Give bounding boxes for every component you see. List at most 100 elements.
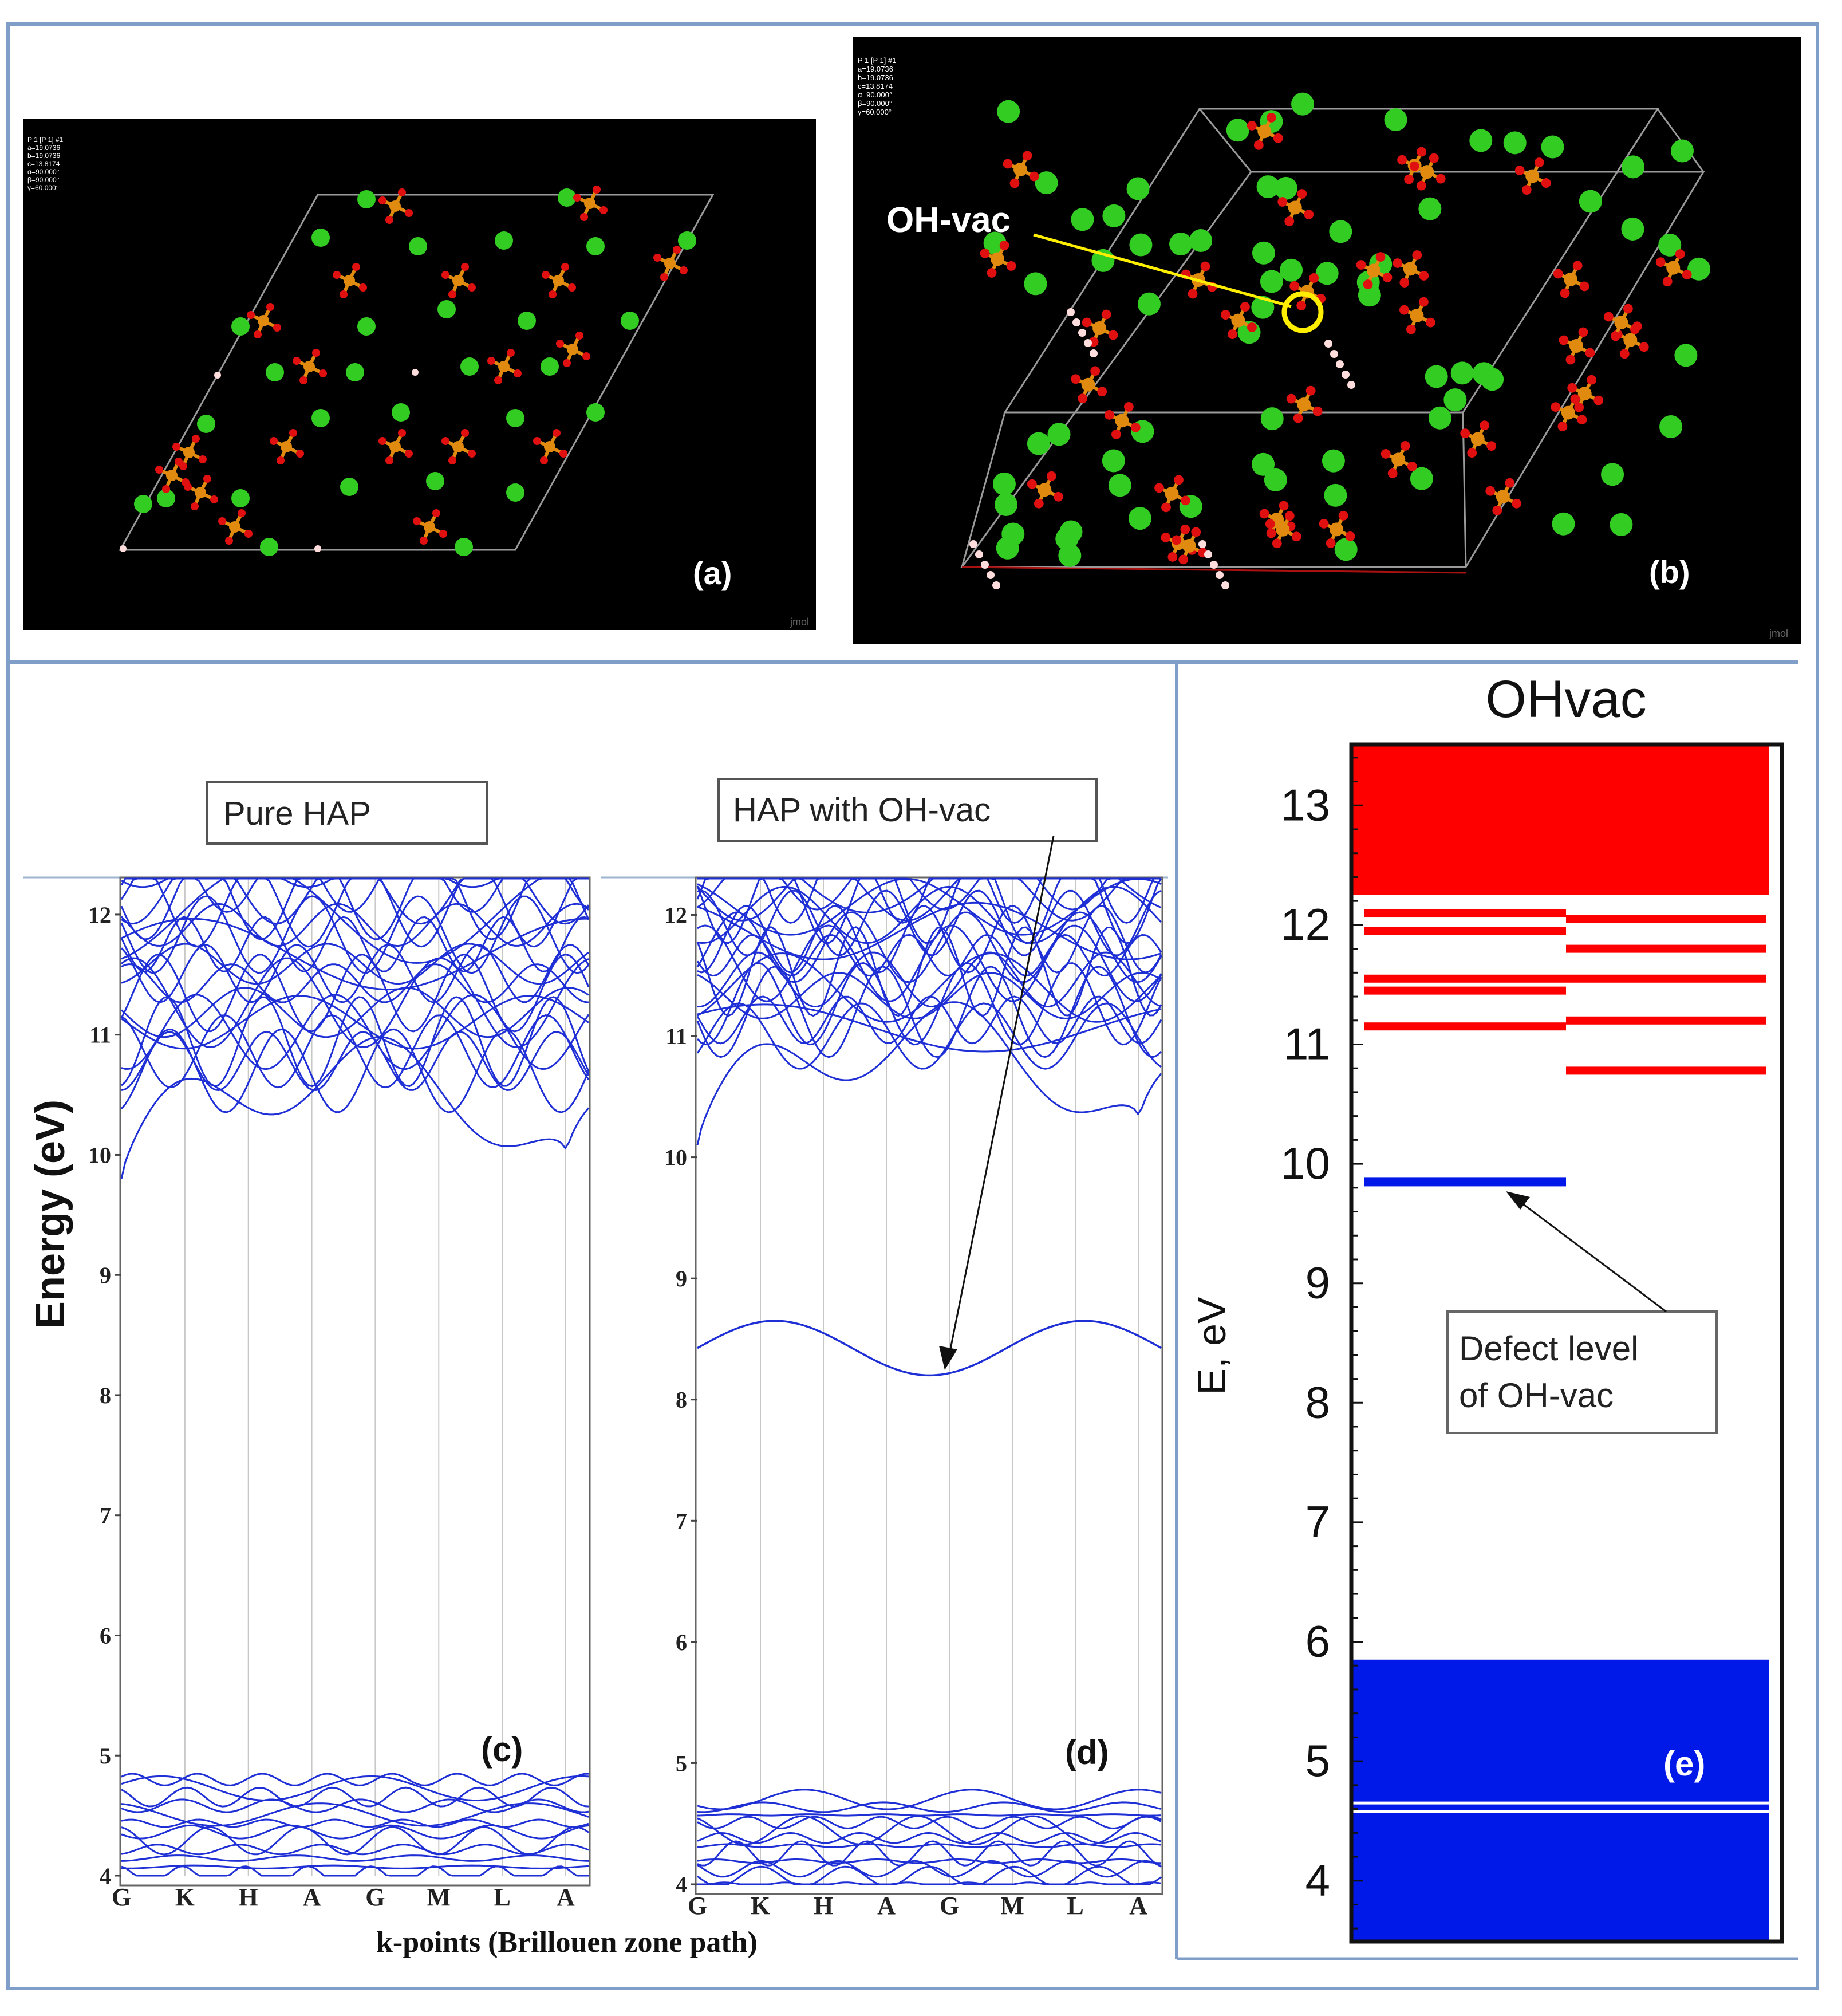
oxygen-atom (1180, 525, 1190, 534)
calcium-atom (586, 237, 605, 255)
energy-band (697, 885, 1162, 944)
panel-d-kpoint-grid (760, 879, 1139, 1884)
oxygen-atom (385, 456, 393, 464)
oxygen-atom (461, 429, 469, 437)
oxygen-atom (273, 324, 281, 332)
oxygen-atom (1097, 387, 1107, 397)
phosphorus-atom (1330, 522, 1344, 537)
calcium-atom (426, 472, 444, 490)
calcium-atom (1450, 361, 1474, 385)
oxygen-atom (1578, 327, 1588, 337)
calcium-atom (1280, 258, 1303, 282)
lattice-parameter-line: γ=60.000° (27, 184, 59, 192)
cell-edge (961, 412, 1006, 568)
defect-level-annotation-box (1446, 1310, 1718, 1434)
oxygen-atom (1560, 288, 1570, 298)
oxygen-atom (1003, 159, 1013, 169)
oxygen-atom (593, 186, 601, 194)
calcium-atom (1126, 177, 1150, 200)
energy-band (697, 1881, 1162, 1885)
y-tick-label: 11 (665, 1023, 687, 1049)
kpoint-tick-label: G (688, 1892, 707, 1920)
hydroxyl-chain-atom (1342, 371, 1350, 379)
oxygen-atom (210, 495, 218, 503)
kpoint-tick-label: M (1000, 1892, 1024, 1920)
oxygen-atom (1108, 330, 1118, 340)
oxygen-atom (1284, 216, 1295, 226)
oxygen-atom (277, 456, 285, 464)
oxygen-atom (1416, 180, 1426, 191)
red-level-left (1364, 909, 1566, 918)
oxygen-atom (1551, 402, 1561, 412)
oxygen-atom (1682, 270, 1692, 280)
defect-level (1364, 1177, 1566, 1187)
y-tick-label: 12 (1280, 899, 1330, 950)
oxygen-atom (468, 284, 476, 292)
calcium-atom (1274, 176, 1297, 200)
calcium-atom (1418, 197, 1442, 220)
defect-level-annotation-line2: of OH-vac (1459, 1376, 1614, 1415)
red-level-right (1566, 915, 1766, 923)
phosphorus-atom (166, 470, 178, 481)
kpoint-tick-label: K (175, 1883, 195, 1911)
calcium-atom (1670, 139, 1694, 163)
calcium-atom (1027, 432, 1050, 455)
oxygen-atom (1382, 273, 1393, 282)
oxygen-atom (1289, 281, 1300, 291)
cell-edge (1462, 412, 1467, 568)
oxygen-atom (340, 290, 348, 298)
oxygen-atom (514, 369, 522, 377)
calcium-atom (518, 312, 536, 330)
oxygen-atom (1467, 448, 1477, 458)
oxygen-atom (1399, 278, 1410, 288)
phosphorus-atom (1115, 414, 1129, 428)
oxygen-atom (1200, 261, 1210, 271)
lattice-parameter-line: a=19.0736 (27, 144, 60, 152)
calcium-atom (134, 495, 152, 513)
panel-c-ylabel: Energy (eV) (27, 1100, 73, 1329)
calcium-atom (1071, 208, 1094, 231)
phosphorus-atom (1081, 377, 1095, 392)
oxygen-atom (448, 456, 456, 464)
lattice-parameter-line: b=19.0736 (858, 73, 893, 82)
oxygen-atom (1154, 483, 1164, 493)
calcium-atom (983, 231, 1007, 255)
y-tick-label: 9 (100, 1262, 111, 1288)
calcium-atom (1128, 507, 1151, 530)
oxygen-atom (1534, 158, 1544, 167)
oxygen-atom (1247, 120, 1257, 131)
calcium-atom (1169, 232, 1193, 255)
oxygen-atom (1565, 355, 1576, 365)
oxygen-atom (1356, 260, 1366, 270)
energy-band (697, 1860, 1162, 1878)
hydroxyl-chain-atom (1090, 349, 1098, 357)
phosphorus-atom (1391, 452, 1406, 467)
panel-b-watermark: jmol (1769, 628, 1788, 639)
oxygen-atom (1078, 393, 1088, 404)
oxygen-atom (1393, 258, 1403, 268)
phosphorus-atom (229, 521, 240, 533)
y-tick-label: 6 (1305, 1616, 1330, 1667)
calcium-atom (1552, 512, 1575, 536)
hydroxyl-chain-atom (1324, 340, 1332, 348)
panel-c-title-box (206, 781, 488, 845)
oxygen-atom (1111, 429, 1121, 439)
oxygen-atom (540, 456, 548, 464)
red-level-left (1364, 927, 1566, 935)
energy-band (696, 877, 1161, 922)
calcium-atom (1410, 467, 1433, 490)
oxygen-atom (1338, 510, 1348, 521)
y-tick-label: 7 (100, 1503, 111, 1529)
oxygen-atom (1417, 147, 1427, 157)
calcium-atom (1621, 217, 1644, 241)
phosphorus-atom (664, 258, 676, 269)
panel-b-lattice-header: P 1 [P 1] #1a=19.0736b=19.0736c=13.8174α… (858, 56, 896, 116)
calcium-atom (392, 403, 410, 422)
lattice-parameter-line: β=90.000° (27, 176, 60, 184)
hydroxyl-chain-atom (1330, 350, 1338, 358)
oxygen-atom (296, 450, 304, 458)
panel-e-frame (1349, 742, 1784, 1944)
lattice-parameter-line: c=13.8174 (858, 82, 893, 90)
oxygen-atom (1412, 250, 1422, 260)
